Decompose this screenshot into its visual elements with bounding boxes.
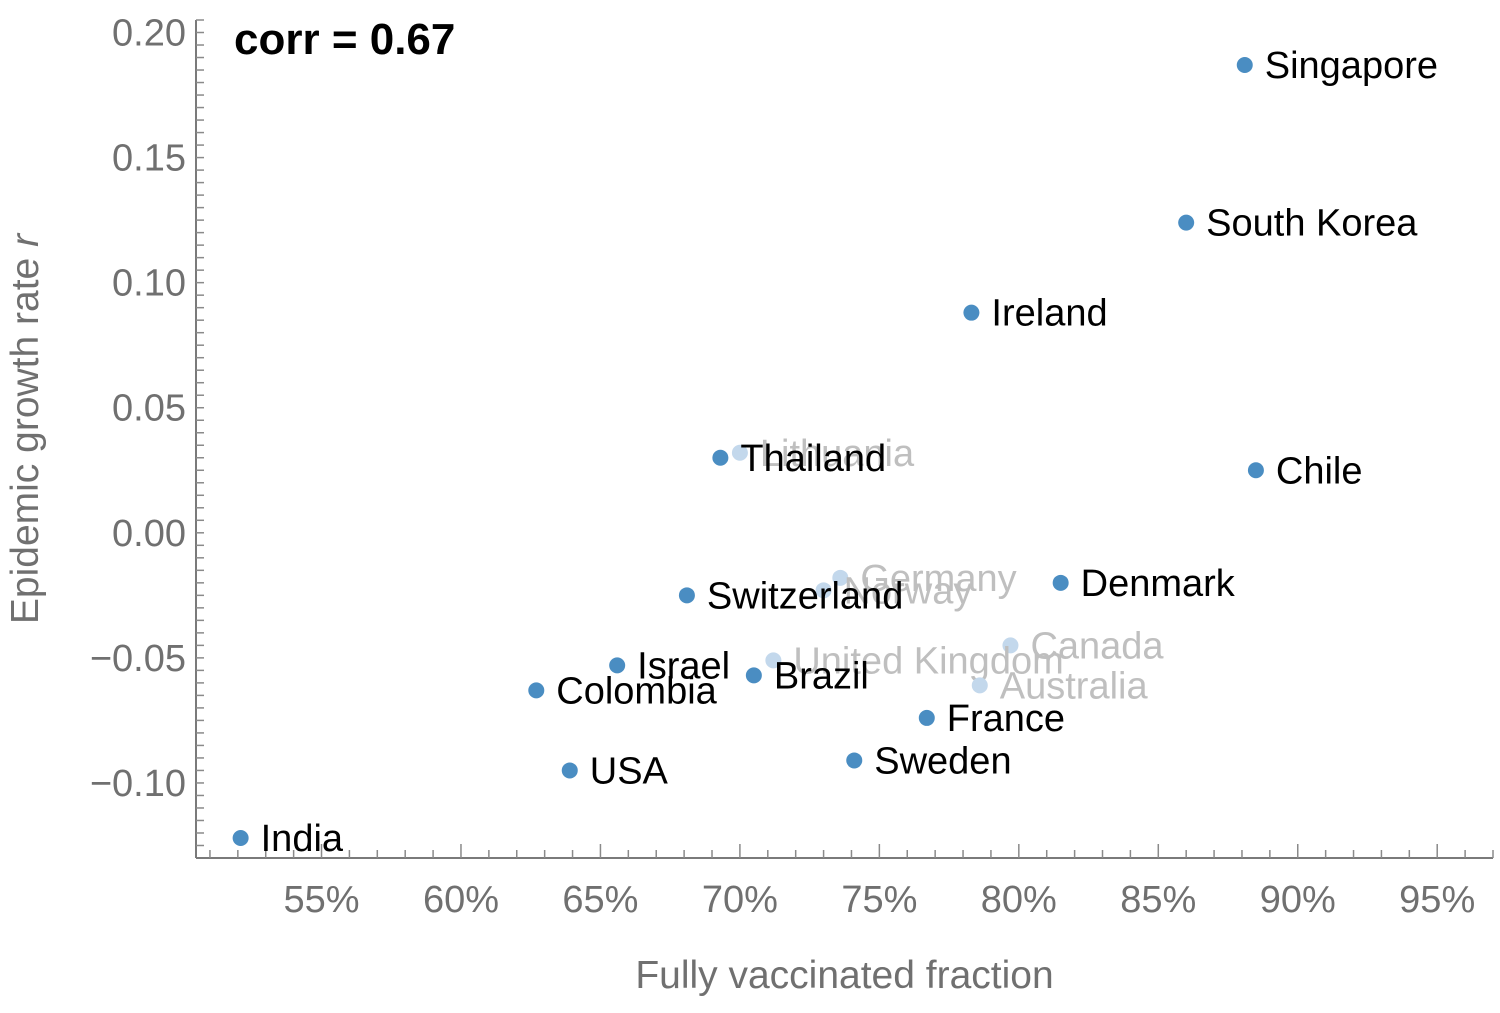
- correlation-annotation: corr = 0.67: [234, 15, 455, 64]
- data-point: [815, 582, 832, 599]
- data-point: [1247, 462, 1264, 479]
- point-label: India: [261, 818, 344, 860]
- data-point: [561, 762, 578, 779]
- data-point: [232, 829, 249, 846]
- data-point: [963, 304, 980, 321]
- data-point: [1236, 57, 1253, 74]
- x-tick-label: 75%: [841, 879, 917, 921]
- x-tick-label: 80%: [981, 879, 1057, 921]
- data-point: [918, 709, 935, 726]
- point-label: Thailand: [740, 438, 886, 480]
- point-label: South Korea: [1206, 203, 1418, 245]
- point-label: Ireland: [991, 293, 1107, 335]
- data-point: [1002, 637, 1019, 654]
- point-label: France: [947, 698, 1065, 740]
- x-axis-ticks: 55% 60% 65% 70% 75% 80% 85% 90% 95%: [209, 844, 1494, 921]
- x-tick-label: 65%: [562, 879, 638, 921]
- y-axis-title-variable: r: [4, 232, 47, 247]
- point-label: Switzerland: [707, 575, 903, 617]
- data-point: [678, 587, 695, 604]
- y-axis-title-text: Epidemic growth rate: [4, 258, 47, 624]
- point-label: Norway: [844, 570, 973, 612]
- x-tick-label: 60%: [423, 879, 499, 921]
- data-point: [609, 657, 626, 674]
- point-label: Lithuania: [760, 433, 915, 475]
- axes: [195, 20, 1493, 859]
- x-tick-label: 70%: [702, 879, 778, 921]
- y-tick-label: 0.15: [112, 138, 186, 180]
- y-tick-label: 0.00: [112, 513, 186, 555]
- data-point: [528, 682, 545, 699]
- y-axis-ticks: 0.20 0.15 0.10 0.05 0.00 −0.05 −0.10: [90, 13, 204, 847]
- data-point: [745, 667, 762, 684]
- point-label: Germany: [860, 558, 1016, 600]
- x-tick-label: 55%: [283, 879, 359, 921]
- data-point: [832, 569, 849, 586]
- point-label: USA: [590, 750, 669, 792]
- y-tick-label: −0.05: [90, 638, 186, 680]
- data-point: [971, 677, 988, 694]
- point-label: Sweden: [874, 740, 1011, 782]
- point-label: Colombia: [556, 670, 717, 712]
- x-tick-label: 85%: [1120, 879, 1196, 921]
- point-label: Chile: [1276, 450, 1363, 492]
- y-tick-label: 0.20: [112, 13, 186, 55]
- point-label: Denmark: [1081, 563, 1236, 605]
- point-label: Singapore: [1265, 45, 1438, 87]
- data-point: [846, 752, 863, 769]
- data-point: [1052, 574, 1069, 591]
- x-axis-title: Fully vaccinated fraction: [635, 954, 1053, 997]
- data-point: [712, 449, 729, 466]
- point-label: Canada: [1030, 625, 1164, 667]
- point-label: United Kingdom: [793, 640, 1063, 682]
- x-tick-label: 95%: [1399, 879, 1475, 921]
- y-axis-title: Epidemic growth rate r: [4, 232, 47, 624]
- data-point: [731, 444, 748, 461]
- data-point: [1178, 214, 1195, 231]
- point-label: Brazil: [774, 655, 869, 697]
- point-label: Australia: [1000, 665, 1149, 707]
- point-label: Israel: [637, 645, 730, 687]
- y-tick-label: −0.10: [90, 763, 186, 805]
- y-tick-label: 0.05: [112, 388, 186, 430]
- main-points: Singapore South Korea Ireland Chile Thailand…: [232, 45, 1438, 860]
- data-point: [765, 652, 782, 669]
- y-tick-label: 0.10: [112, 263, 186, 305]
- x-tick-label: 90%: [1260, 879, 1336, 921]
